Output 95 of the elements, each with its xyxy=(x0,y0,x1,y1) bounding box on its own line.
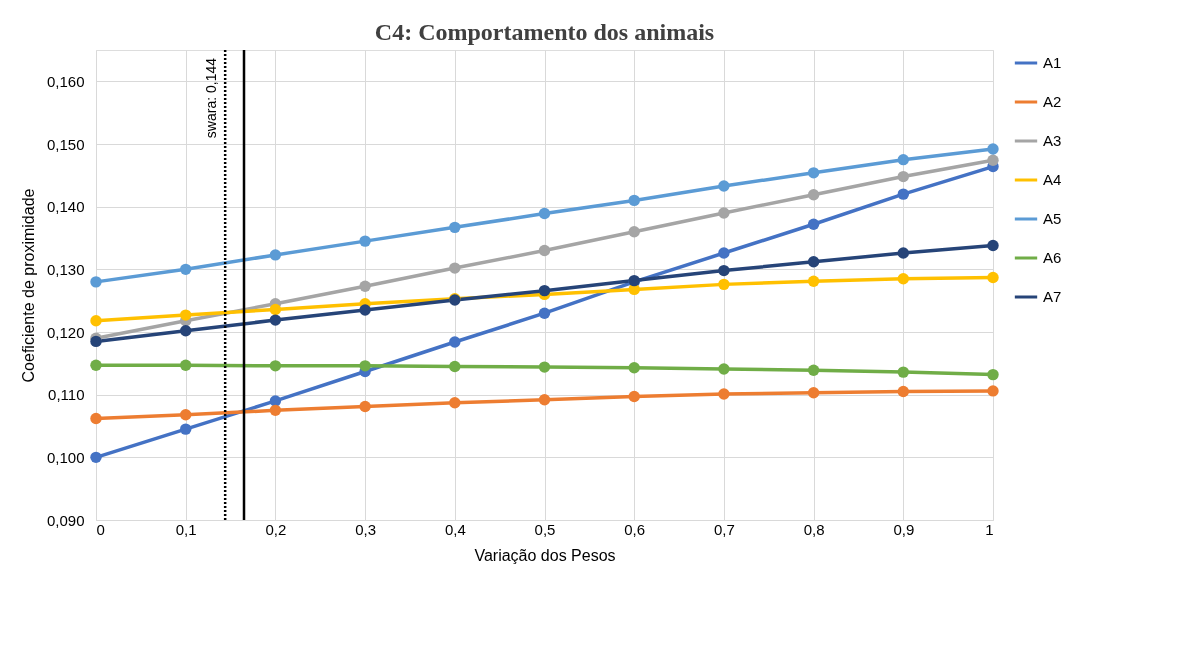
point xyxy=(538,393,551,406)
point xyxy=(718,264,730,277)
point xyxy=(807,387,820,399)
x-tick-label: 0 xyxy=(96,520,105,538)
point xyxy=(987,239,999,252)
point xyxy=(359,280,371,292)
y-tick-label: 0,140 xyxy=(46,198,85,216)
point xyxy=(897,273,909,285)
y-tick-label: 0,130 xyxy=(46,260,85,278)
y-tick-label: 0,090 xyxy=(46,511,85,529)
point xyxy=(180,309,192,321)
point xyxy=(90,451,102,464)
legend-label: A5 xyxy=(1043,210,1062,227)
point xyxy=(90,412,102,425)
point xyxy=(359,360,371,372)
y-tick-label: 0,160 xyxy=(46,72,85,90)
y-tick-label: 0,100 xyxy=(46,448,85,466)
point xyxy=(90,315,102,327)
y-tick-label: 0,150 xyxy=(46,135,85,153)
point xyxy=(718,180,730,192)
point xyxy=(807,256,820,268)
point xyxy=(359,235,371,247)
point xyxy=(269,314,282,326)
point xyxy=(897,247,909,259)
point xyxy=(987,368,999,381)
x-tick-label: 0,8 xyxy=(803,520,825,538)
point xyxy=(897,366,909,378)
point xyxy=(449,360,461,373)
point xyxy=(718,278,730,291)
point xyxy=(718,363,730,375)
y-tick-label: 0,110 xyxy=(48,386,85,404)
point xyxy=(90,276,102,288)
point xyxy=(807,364,820,376)
x-tick-label: 0,3 xyxy=(355,520,377,538)
legend-label: A6 xyxy=(1043,249,1062,266)
point xyxy=(718,247,730,259)
point xyxy=(897,153,909,166)
point xyxy=(807,167,820,179)
x-tick-label: 0,1 xyxy=(175,520,197,538)
point xyxy=(269,404,282,417)
legend-label: A3 xyxy=(1043,132,1062,149)
point xyxy=(628,390,640,403)
point xyxy=(449,221,461,234)
ref-line-label: swara: 0,144 xyxy=(203,57,220,139)
point xyxy=(180,359,192,371)
x-tick-label: 1 xyxy=(985,520,994,538)
point xyxy=(359,304,371,316)
point xyxy=(987,385,999,397)
x-tick-label: 0,2 xyxy=(265,520,287,538)
x-tick-label: 0,4 xyxy=(444,520,466,538)
point xyxy=(538,284,551,297)
point xyxy=(538,207,551,220)
chart-title: C4: Comportamento dos animais xyxy=(374,18,715,45)
legend-label: A1 xyxy=(1043,54,1062,71)
point xyxy=(90,335,102,348)
x-tick-label: 0,6 xyxy=(624,520,646,538)
point xyxy=(269,395,282,407)
point xyxy=(807,275,820,287)
point xyxy=(628,226,640,238)
x-tick-label: 0,5 xyxy=(534,520,556,538)
point xyxy=(628,362,640,374)
x-axis-title: Variação dos Pesos xyxy=(474,546,616,564)
x-tick-label: 0,9 xyxy=(893,520,915,538)
point xyxy=(807,218,820,230)
point xyxy=(449,336,461,348)
legend-label: A7 xyxy=(1043,288,1062,305)
point xyxy=(90,359,102,371)
y-tick-label: 0,120 xyxy=(46,323,85,341)
point xyxy=(628,194,640,207)
point xyxy=(180,325,192,337)
point xyxy=(180,423,192,435)
point xyxy=(449,262,461,274)
point xyxy=(718,207,730,219)
x-tick-label: 0,7 xyxy=(713,520,735,538)
point xyxy=(180,263,192,276)
point xyxy=(538,244,551,257)
y-axis-title: Coeficiente de proximidade xyxy=(19,188,37,383)
point xyxy=(718,388,730,400)
point xyxy=(449,397,461,409)
point xyxy=(180,409,192,421)
point xyxy=(987,271,999,284)
point xyxy=(538,307,551,319)
point xyxy=(807,189,820,201)
point xyxy=(897,188,909,200)
point xyxy=(987,154,999,166)
point xyxy=(359,400,371,413)
point xyxy=(538,361,551,373)
legend-label: A2 xyxy=(1043,93,1062,110)
point xyxy=(269,303,282,316)
point xyxy=(269,360,282,372)
point xyxy=(897,385,909,398)
point xyxy=(269,249,282,261)
point xyxy=(897,170,909,183)
point xyxy=(987,143,999,155)
legend-label: A4 xyxy=(1043,171,1062,188)
